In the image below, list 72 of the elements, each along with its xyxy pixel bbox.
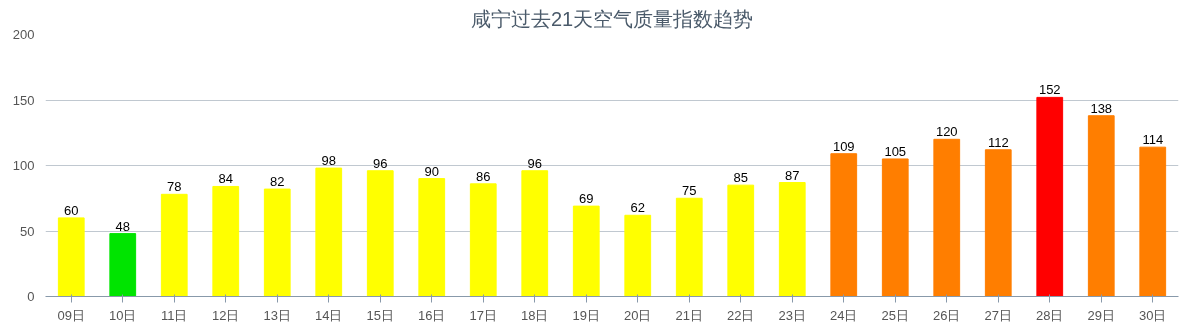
y-tick-label: 0 — [27, 289, 35, 304]
bar — [1087, 115, 1115, 297]
bar — [366, 170, 394, 297]
data-label: 96 — [527, 155, 542, 171]
bar — [315, 167, 343, 297]
bar — [418, 178, 446, 297]
data-label: 82 — [270, 174, 285, 190]
x-tick-label: 25日 — [881, 307, 909, 323]
x-tick-label: 20日 — [624, 307, 652, 323]
x-tick-label: 16日 — [418, 307, 446, 323]
y-tick-label: 100 — [12, 158, 35, 173]
data-label: 78 — [167, 179, 182, 195]
x-tick-label: 23日 — [778, 307, 806, 323]
data-label: 48 — [115, 218, 130, 234]
bar — [263, 188, 291, 297]
x-tick-label: 30日 — [1139, 307, 1167, 323]
x-tick-label: 18日 — [521, 307, 549, 323]
bar — [830, 153, 858, 297]
x-tick-label: 29日 — [1087, 307, 1115, 323]
x-tick-label: 22日 — [727, 307, 755, 323]
bar — [521, 170, 549, 297]
y-tick-label: 150 — [12, 92, 35, 108]
data-label: 87 — [785, 167, 800, 183]
bar — [933, 138, 961, 297]
y-tick-label: 200 — [12, 27, 35, 42]
x-tick-label: 21日 — [675, 307, 703, 323]
bar — [160, 193, 188, 297]
data-label: 85 — [733, 170, 748, 186]
x-tick-label: 13日 — [263, 307, 291, 323]
bar — [675, 197, 703, 297]
x-tick-label: 24日 — [830, 307, 858, 323]
bar — [212, 185, 240, 297]
bar — [1036, 96, 1064, 297]
data-label: 120 — [935, 124, 958, 140]
bar — [109, 233, 137, 297]
data-label: 98 — [321, 153, 336, 169]
data-label: 114 — [1142, 132, 1164, 148]
bar — [1139, 146, 1167, 297]
bar — [881, 158, 909, 297]
data-label: 96 — [373, 155, 388, 171]
data-label: 86 — [476, 168, 491, 184]
bar — [727, 184, 755, 297]
x-tick-label: 26日 — [933, 307, 961, 323]
data-label: 75 — [682, 183, 697, 199]
bar — [624, 214, 652, 297]
data-label: 69 — [579, 191, 594, 207]
x-tick-label: 10日 — [109, 307, 137, 323]
bar — [778, 182, 806, 297]
x-tick-label: 28日 — [1036, 307, 1064, 323]
x-tick-label: 15日 — [366, 307, 394, 323]
chart-title: 咸宁过去21天空气质量指数趋势 — [470, 7, 754, 30]
data-label: 138 — [1090, 100, 1113, 116]
bar — [984, 149, 1012, 297]
x-tick-label: 17日 — [469, 307, 497, 323]
x-tick-label: 14日 — [315, 307, 343, 323]
x-tick-label: 12日 — [212, 307, 240, 323]
x-tick-label: 09日 — [57, 307, 85, 323]
data-label: 60 — [64, 202, 79, 218]
data-label: 112 — [987, 134, 1009, 150]
x-tick-label: 27日 — [984, 307, 1012, 323]
data-label: 84 — [218, 171, 233, 187]
bar — [572, 205, 600, 297]
data-label: 152 — [1038, 82, 1061, 98]
data-label: 109 — [832, 138, 855, 154]
x-tick-label: 19日 — [572, 307, 600, 323]
bar — [57, 217, 85, 297]
data-label: 90 — [424, 163, 439, 179]
bar — [469, 183, 497, 297]
data-label: 62 — [630, 200, 645, 216]
x-tick-label: 11日 — [161, 307, 188, 323]
data-label: 105 — [884, 143, 907, 159]
y-tick-label: 50 — [20, 223, 35, 239]
